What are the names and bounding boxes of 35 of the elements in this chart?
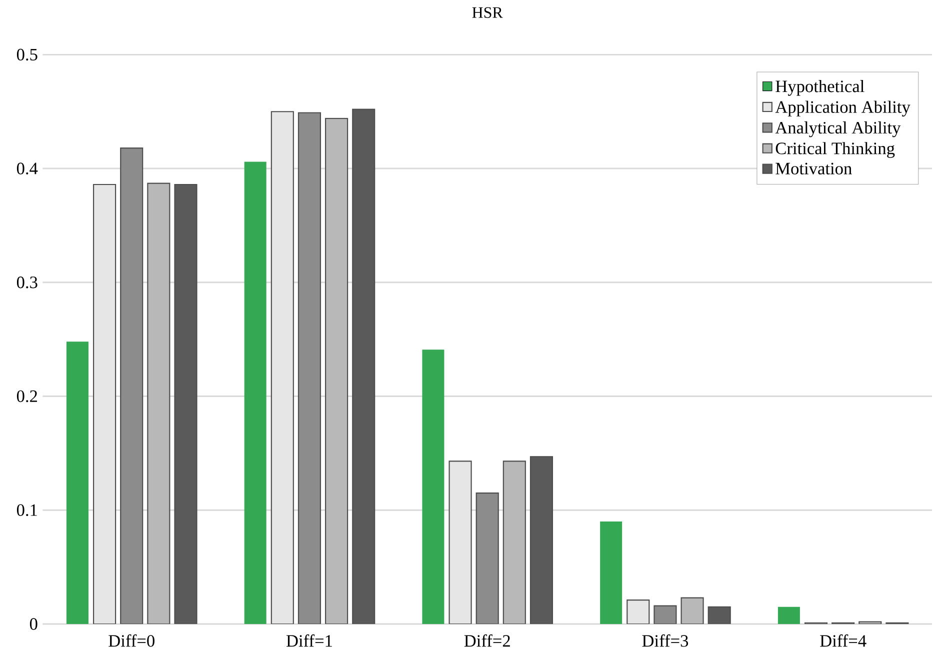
bar [530, 456, 554, 624]
bar [147, 182, 170, 624]
y-tick-label: 0.3 [16, 276, 38, 288]
x-tick-label: Diff=1 [286, 634, 332, 647]
y-tick-label: 0.1 [16, 504, 37, 516]
x-tick-label: Diff=4 [820, 634, 866, 647]
bar [476, 492, 499, 624]
bar [244, 162, 266, 624]
legend-label: Motivation [776, 162, 852, 174]
bar [325, 118, 348, 624]
bar [174, 184, 198, 624]
legend-label: Analytical Ability [775, 121, 901, 138]
bar [422, 350, 444, 624]
x-tick-label: Diff=3 [642, 634, 688, 647]
x-tick-label: Diff=0 [108, 634, 154, 647]
bar [66, 342, 88, 624]
bar [626, 600, 650, 624]
y-tick-label: 0.4 [16, 162, 38, 174]
y-tick-label: 0.5 [16, 48, 38, 61]
y-tick-label: 0.2 [16, 390, 38, 402]
bar [298, 112, 322, 624]
bar [270, 111, 294, 624]
legend-label: Application Ability [775, 100, 910, 116]
chart-title: HSR [472, 7, 503, 18]
bar [778, 606, 800, 624]
bar [502, 460, 526, 624]
bar [448, 460, 472, 624]
bar [120, 148, 144, 624]
bar [93, 184, 116, 624]
x-tick-label: Diff=2 [464, 634, 510, 647]
legend-label: Hypothetical [776, 80, 864, 96]
legend-label: Critical Thinking [776, 142, 895, 158]
y-tick-label: 0 [30, 618, 38, 630]
bar [600, 522, 622, 624]
bar [352, 108, 376, 624]
